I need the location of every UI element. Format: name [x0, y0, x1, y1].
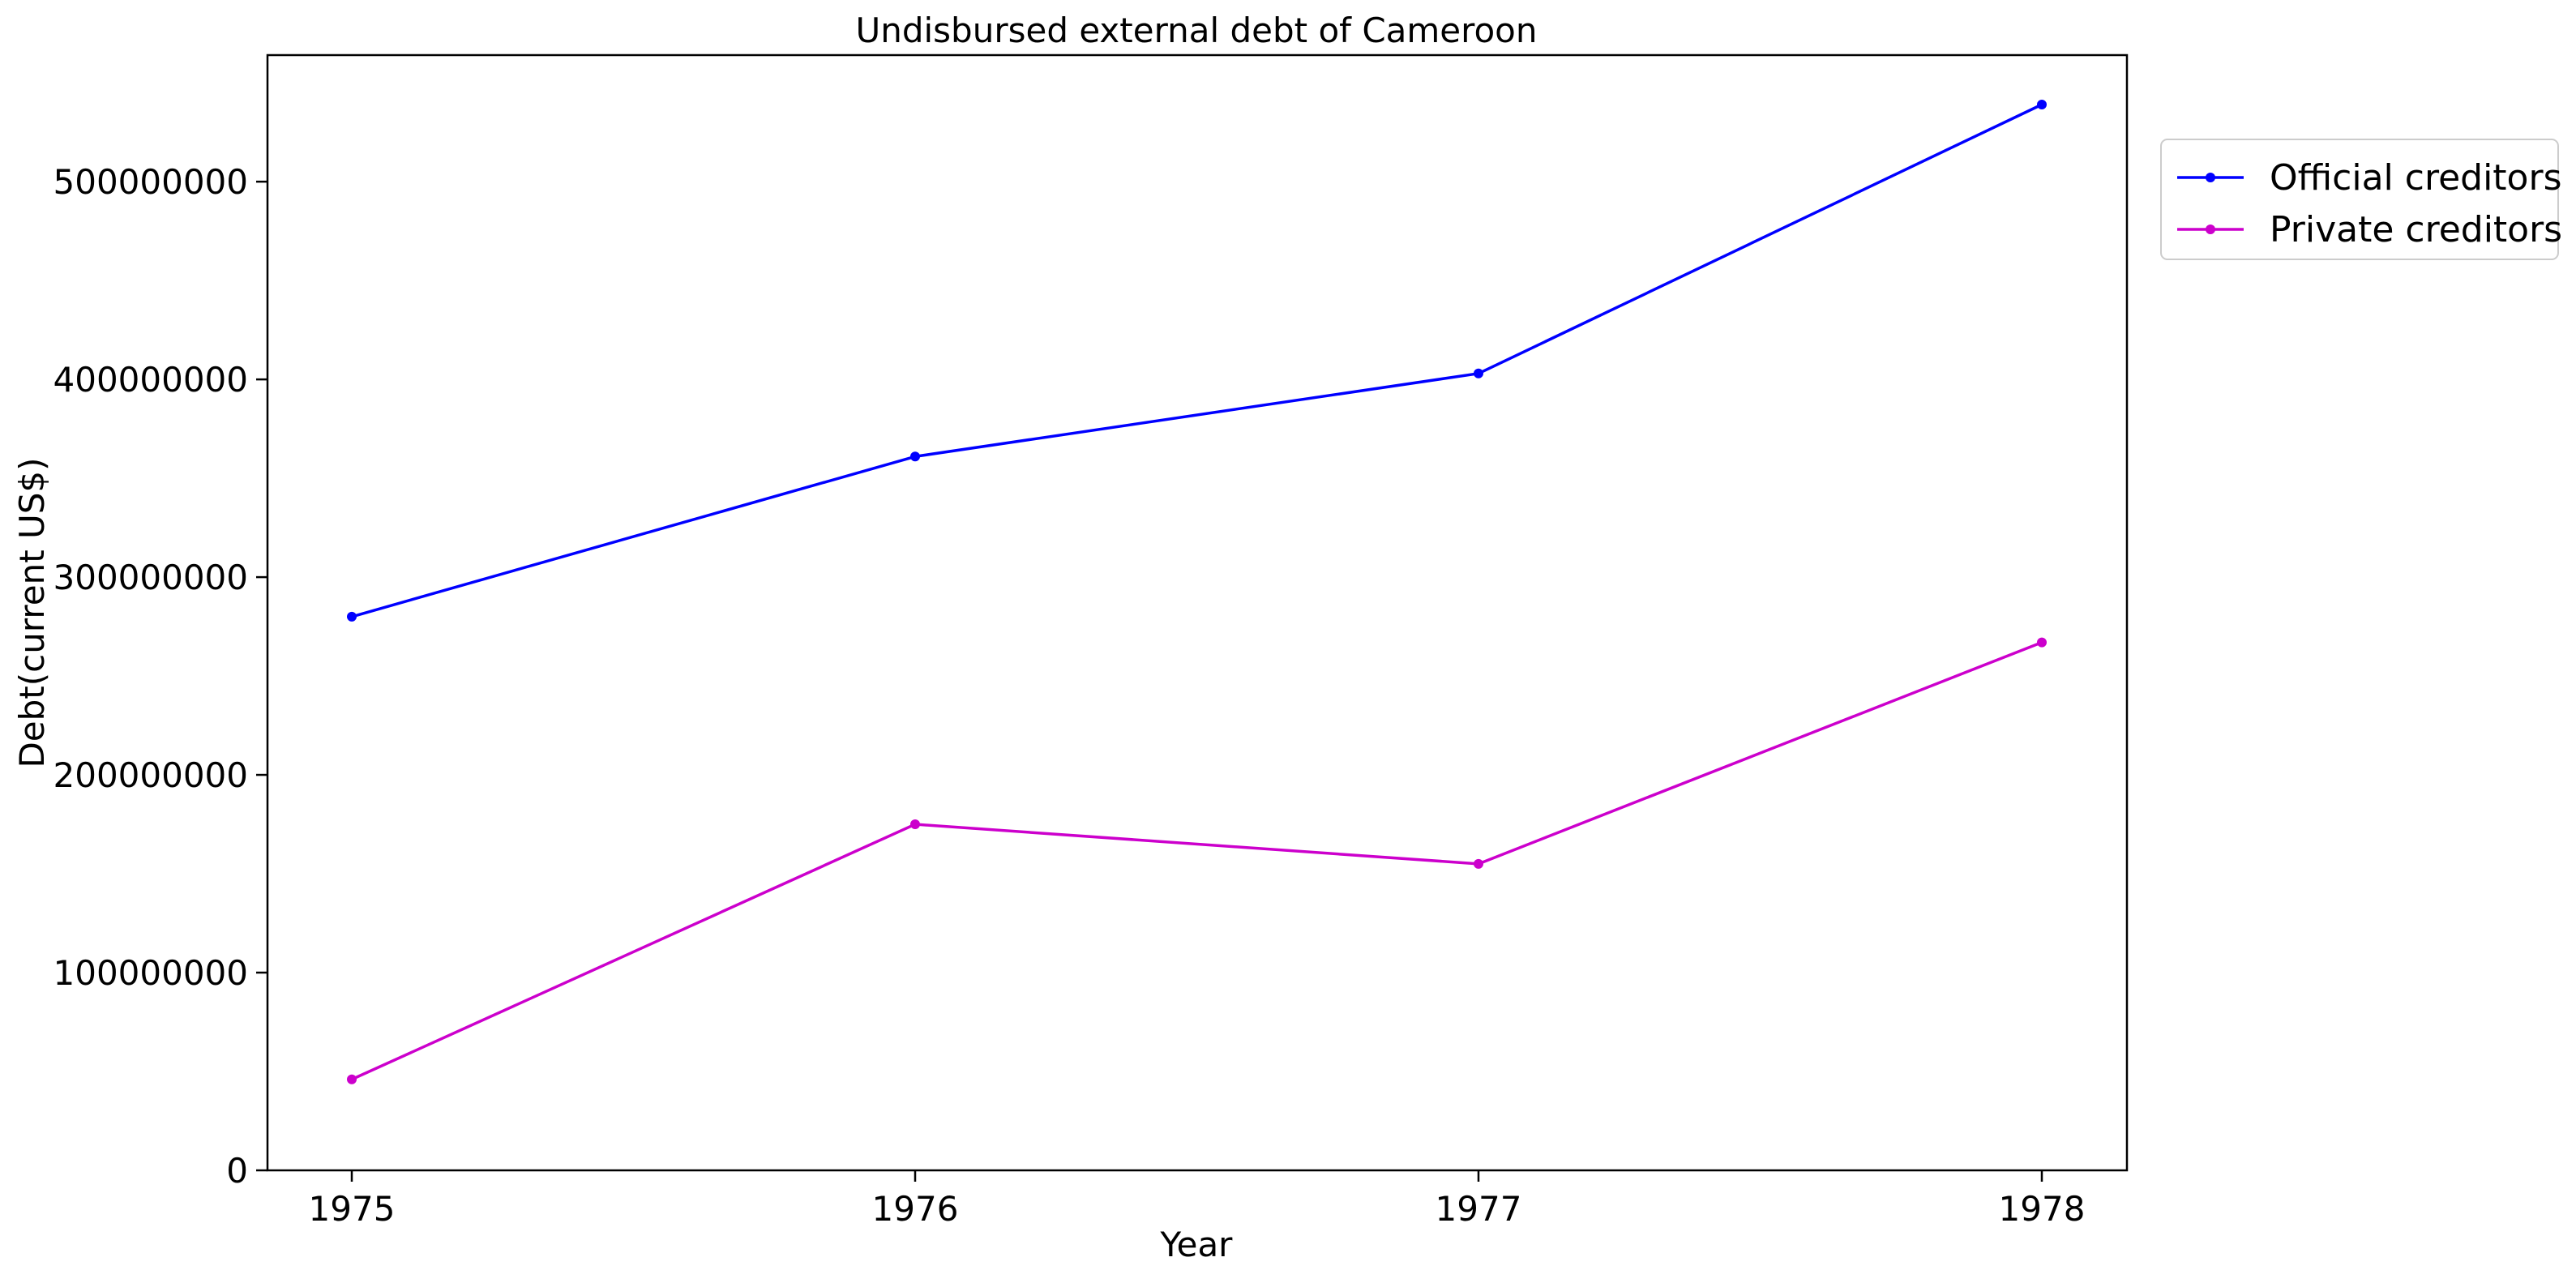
y-tick-label: 100000000 [53, 953, 249, 993]
series-layer [347, 99, 2047, 1084]
y-tick-label: 400000000 [53, 360, 249, 400]
data-point [910, 451, 920, 462]
y-tick-label: 200000000 [53, 755, 249, 795]
x-axis: 1975 1976 1977 1978 [309, 1170, 2086, 1229]
data-point [910, 819, 920, 830]
legend-marker [2206, 173, 2215, 182]
legend-frame [2160, 139, 2559, 260]
x-tick-label: 1978 [1999, 1189, 2086, 1229]
data-point [347, 611, 357, 622]
legend-marker [2206, 225, 2215, 234]
y-axis: 0 100000000 200000000 300000000 400000000 500… [53, 162, 267, 1191]
data-point [1474, 858, 1483, 869]
data-point [1474, 368, 1483, 378]
series-line [351, 640, 2043, 1081]
plot-area-frame [266, 53, 2129, 1172]
legend-label: Official creditors [2270, 157, 2562, 199]
legend: Official creditors Private creditors [2160, 139, 2562, 260]
x-axis-label: Year [1160, 1225, 1234, 1264]
chart-title: Undisbursed external debt of Cameroon [855, 11, 1537, 50]
series-line [351, 103, 2043, 618]
y-tick-label: 300000000 [53, 558, 249, 597]
data-point [2037, 637, 2047, 648]
x-tick-label: 1977 [1436, 1189, 1522, 1229]
x-tick-label: 1976 [872, 1189, 959, 1229]
legend-label: Private creditors [2270, 209, 2562, 250]
x-tick-label: 1975 [309, 1189, 396, 1229]
y-tick-label: 500000000 [53, 162, 249, 202]
data-point [347, 1074, 357, 1084]
y-tick-label: 0 [226, 1151, 248, 1191]
y-axis-label: Debt(current US$) [12, 457, 52, 768]
data-point [2037, 99, 2047, 109]
